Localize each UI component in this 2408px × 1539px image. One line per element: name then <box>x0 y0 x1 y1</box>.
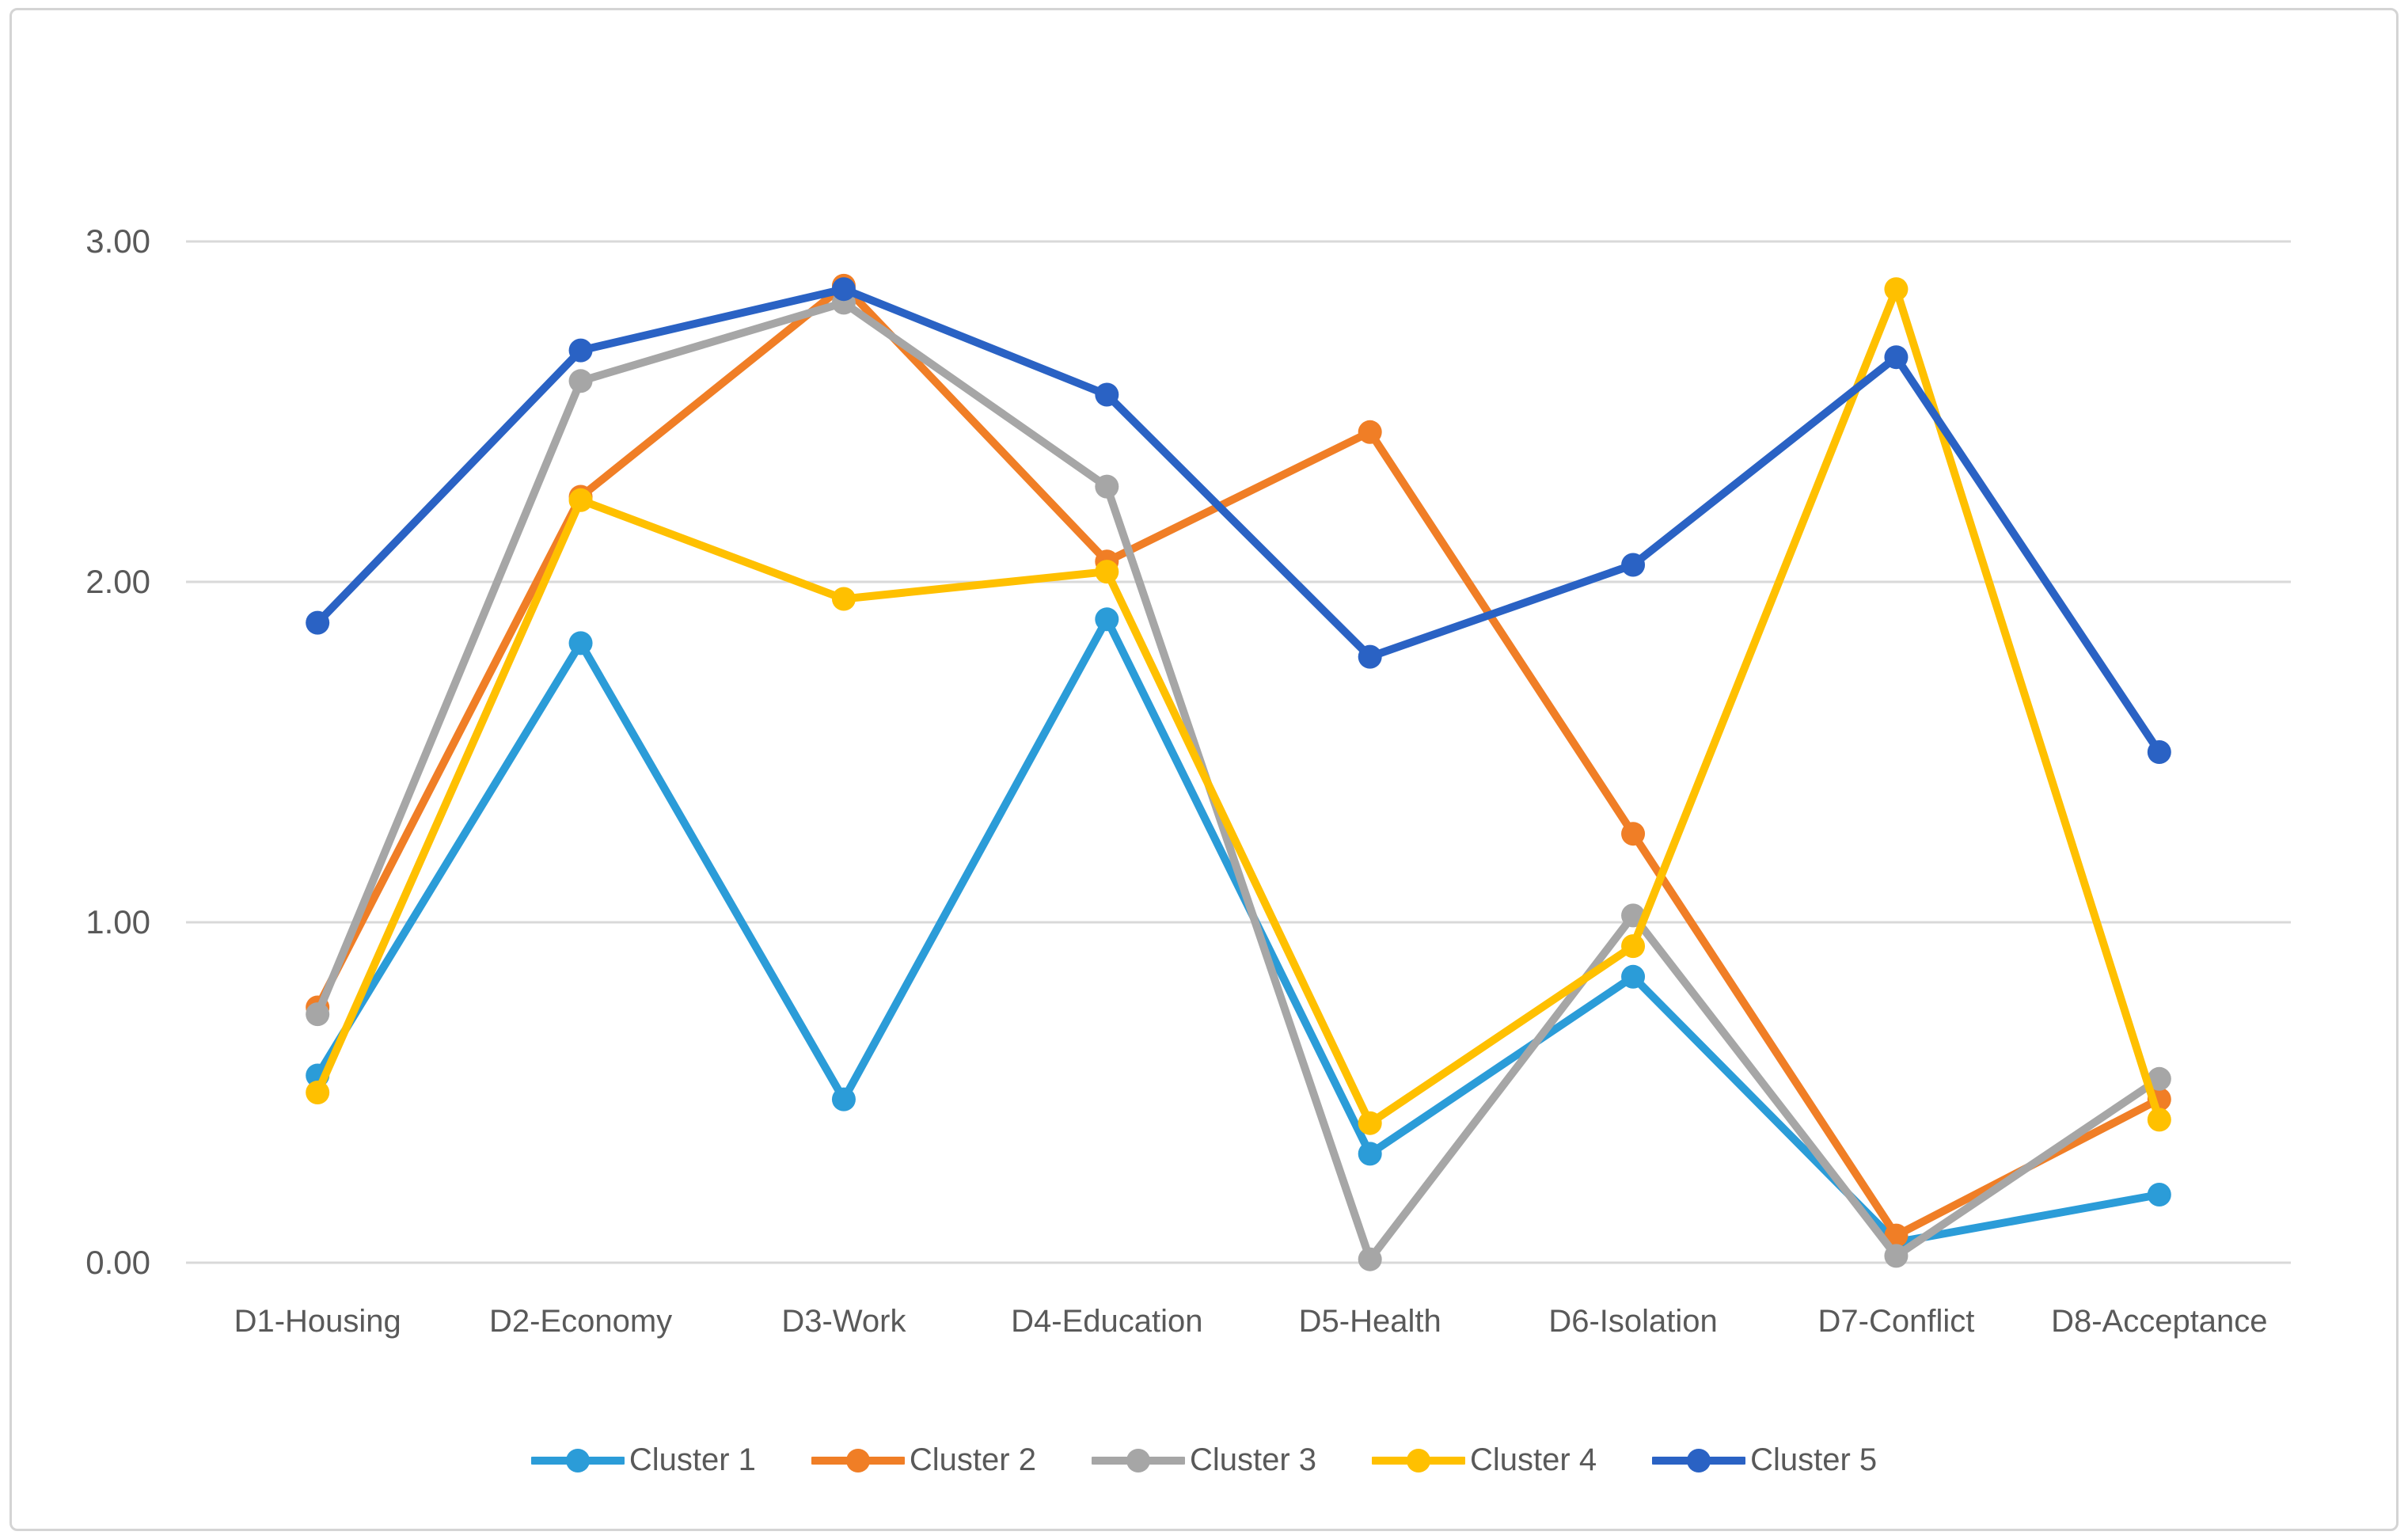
data-point-marker-cluster-5 <box>306 610 330 635</box>
legend-marker-icon <box>530 1448 625 1472</box>
legend-label: Cluster 2 <box>909 1442 1036 1477</box>
legend-marker-icon <box>1091 1448 1185 1472</box>
y-axis-tick-label: 1.00 <box>85 903 150 940</box>
legend-item: Cluster 4 <box>1372 1442 1597 1478</box>
legend-item: Cluster 3 <box>1091 1442 1317 1478</box>
data-point-marker-cluster-2 <box>1358 420 1382 444</box>
data-point-marker-cluster-4 <box>1095 560 1119 584</box>
legend-label: Cluster 1 <box>629 1442 756 1477</box>
x-axis-category-label: D2-Economy <box>489 1304 672 1339</box>
data-point-marker-cluster-1 <box>568 631 593 656</box>
y-axis-tick-label: 2.00 <box>85 563 150 600</box>
data-point-marker-cluster-1 <box>831 1087 856 1112</box>
series-line-cluster-3 <box>313 298 2163 1264</box>
data-point-marker-cluster-4 <box>1358 1111 1382 1135</box>
data-point-marker-cluster-4 <box>306 1081 330 1104</box>
x-axis-category-label: D5-Health <box>1299 1304 1441 1339</box>
data-point-marker-cluster-5 <box>1884 345 1909 370</box>
y-axis-tick-label: 0.00 <box>85 1244 150 1281</box>
series-line-cluster-1 <box>313 615 2163 1247</box>
data-point-marker-cluster-3 <box>1884 1244 1909 1268</box>
data-point-marker-cluster-4 <box>1621 934 1646 959</box>
legend-item: Cluster 5 <box>1652 1442 1877 1478</box>
series-line-cluster-5 <box>313 285 2163 756</box>
data-point-marker-cluster-2 <box>1884 1223 1909 1248</box>
data-point-marker-cluster-1 <box>2147 1183 2171 1206</box>
legend-marker-icon <box>811 1448 905 1472</box>
legend-marker-icon <box>1652 1448 1746 1472</box>
legend-label: Cluster 3 <box>1189 1442 1317 1477</box>
data-point-marker-cluster-1 <box>1621 964 1646 989</box>
data-point-marker-cluster-3 <box>568 369 593 393</box>
x-axis-category-label: D4-Education <box>1011 1304 1202 1339</box>
x-axis-category-label: D3-Work <box>781 1304 906 1339</box>
data-point-marker-cluster-3 <box>2147 1066 2171 1091</box>
data-point-marker-cluster-2 <box>1621 822 1646 846</box>
data-point-marker-cluster-1 <box>1358 1142 1382 1166</box>
data-point-marker-cluster-1 <box>1095 607 1119 632</box>
x-axis-category-label: D8-Acceptance <box>2051 1304 2267 1339</box>
data-point-marker-cluster-4 <box>831 587 856 611</box>
data-point-marker-cluster-5 <box>1095 382 1119 407</box>
data-point-marker-cluster-5 <box>831 277 856 302</box>
data-point-marker-cluster-5 <box>1621 553 1646 577</box>
legend-item: Cluster 1 <box>530 1442 756 1478</box>
x-axis-category-label: D7-Conflict <box>1818 1304 1975 1339</box>
series-line-cluster-2 <box>313 281 2163 1240</box>
series-line-cluster-4 <box>313 285 2163 1127</box>
data-point-marker-cluster-3 <box>306 1002 330 1027</box>
legend-label: Cluster 4 <box>1470 1442 1597 1477</box>
legend-item: Cluster 2 <box>811 1442 1036 1478</box>
data-point-marker-cluster-5 <box>1358 644 1382 669</box>
data-point-marker-cluster-4 <box>568 488 593 512</box>
legend: Cluster 1 Cluster 2 Cluster 3 Cluster 4 Clus… <box>0 1442 2408 1478</box>
legend-label: Cluster 5 <box>1750 1442 1878 1477</box>
data-point-marker-cluster-3 <box>1095 474 1119 499</box>
x-axis-category-label: D6-Isolation <box>1548 1304 1717 1339</box>
y-axis-tick-label: 3.00 <box>85 222 150 260</box>
x-axis-category-label: D1-Housing <box>234 1304 401 1339</box>
data-point-marker-cluster-3 <box>1358 1247 1382 1271</box>
data-point-marker-cluster-4 <box>1884 277 1909 302</box>
data-point-marker-cluster-5 <box>568 338 593 363</box>
legend-marker-icon <box>1372 1448 1466 1472</box>
data-point-marker-cluster-4 <box>2147 1108 2171 1132</box>
data-point-marker-cluster-5 <box>2147 740 2171 764</box>
